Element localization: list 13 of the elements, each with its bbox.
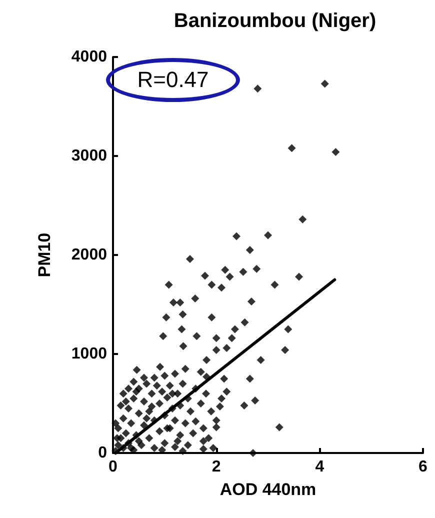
x-axis-title: AOD 440nm [220,480,316,499]
y-tick-label: 1000 [71,346,108,362]
y-tick-label: 4000 [71,48,108,66]
oval-outline: R=0.47 [106,58,240,102]
x-tick-label: 2 [212,458,221,476]
y-tick-label: 3000 [71,148,108,164]
y-axis-title: PM10 [35,232,54,278]
y-tick-label: 0 [98,444,108,462]
x-tick-label: 0 [108,458,118,476]
chart-title: Banizoumbou (Niger) [174,10,376,32]
x-tick-label: 6 [418,458,428,476]
y-tick-label: 2000 [71,246,108,264]
x-tick-label: 4 [315,458,324,476]
